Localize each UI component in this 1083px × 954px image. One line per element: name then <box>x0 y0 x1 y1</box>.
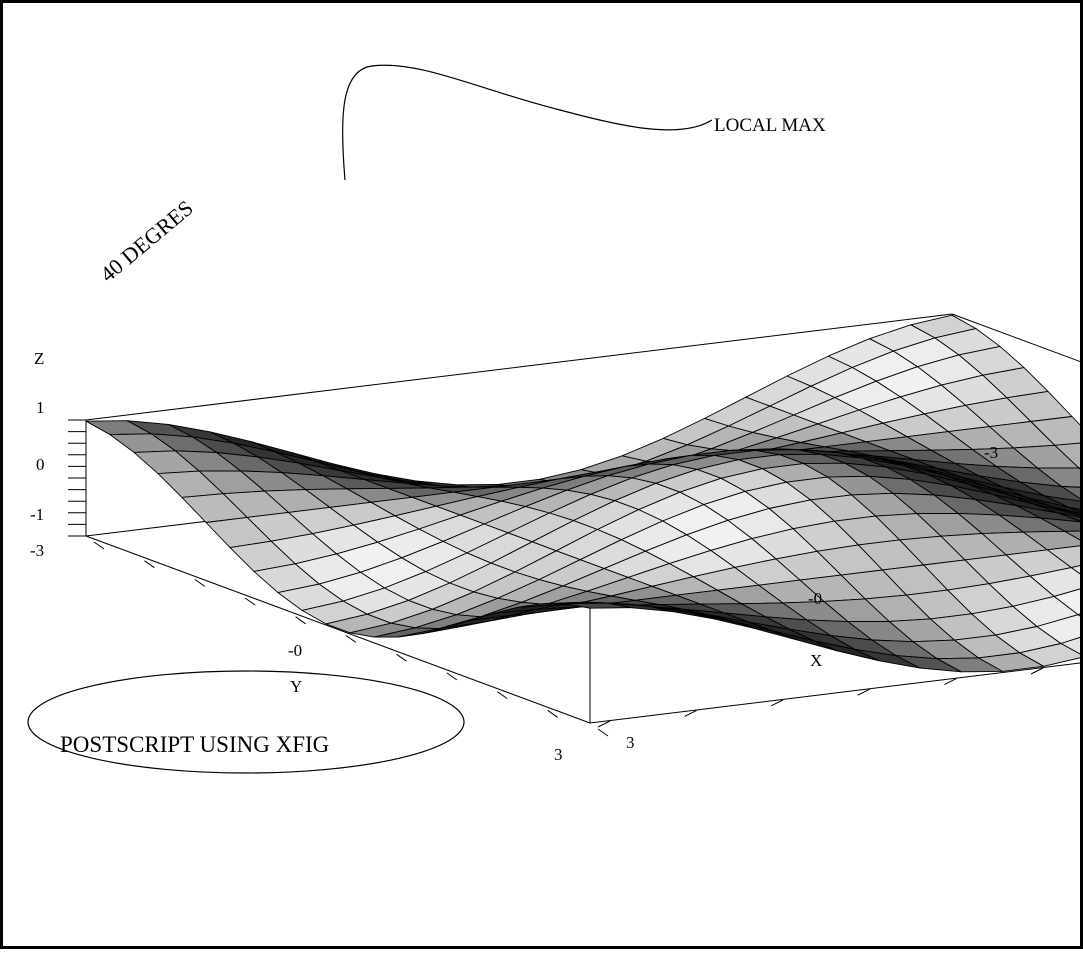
y-tick <box>245 598 255 605</box>
z-axis-label: Z <box>34 349 44 368</box>
x-tick-label-mid: -0 <box>808 589 822 608</box>
y-tick <box>144 561 154 568</box>
y-tick <box>447 673 457 680</box>
y-tick <box>296 617 306 624</box>
y-tick <box>94 542 104 549</box>
x-tick-label-end: 3 <box>626 733 635 752</box>
y-tick <box>346 636 356 643</box>
y-tick-label-start: -3 <box>30 541 44 560</box>
local-max-leader-line <box>343 65 712 180</box>
y-tick <box>497 692 507 699</box>
x-tick-label-start: -3 <box>984 443 998 462</box>
surface-mesh <box>86 315 1083 672</box>
tool-annotation-ellipse <box>28 671 464 773</box>
z-tick-label-mid: 0 <box>36 455 45 474</box>
y-tick <box>598 729 608 736</box>
x-axis-label: X <box>810 651 822 670</box>
y-tick-label-mid: -0 <box>288 641 302 660</box>
y-tick <box>195 579 205 586</box>
y-tick <box>548 710 558 717</box>
y-tick <box>396 654 406 661</box>
y-tick-label-end: 3 <box>554 745 563 764</box>
z-tick-label-bottom: -1 <box>30 505 44 524</box>
tool-annotation: POSTSCRIPT USING XFIG <box>60 732 329 757</box>
y-axis-label: Y <box>290 677 302 696</box>
local-max-annotation: LOCAL MAX <box>714 115 826 136</box>
angle-annotation: 40 DEGRES <box>95 195 198 287</box>
z-tick-label-top: 1 <box>36 398 45 417</box>
